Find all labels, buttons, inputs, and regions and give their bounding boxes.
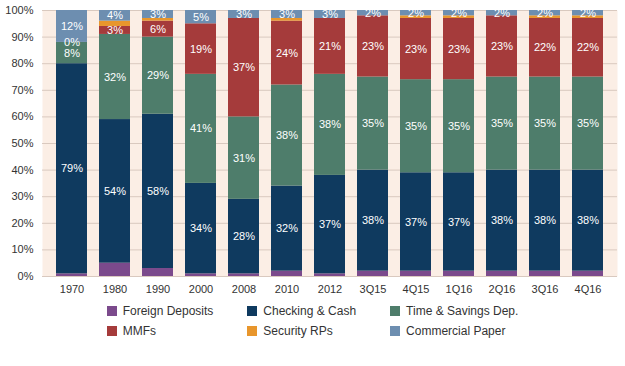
svg-text:8%: 8%: [64, 47, 80, 59]
svg-text:23%: 23%: [362, 40, 384, 52]
svg-text:4Q16: 4Q16: [575, 283, 602, 295]
svg-text:23%: 23%: [491, 40, 513, 52]
svg-text:2Q16: 2Q16: [489, 283, 516, 295]
svg-text:35%: 35%: [448, 120, 470, 132]
svg-text:38%: 38%: [534, 214, 556, 226]
svg-text:37%: 37%: [233, 61, 255, 73]
svg-text:79%: 79%: [61, 162, 83, 174]
svg-text:41%: 41%: [190, 122, 212, 134]
svg-text:54%: 54%: [104, 185, 126, 197]
html-text:Security RPs: Security RPs: [263, 324, 333, 338]
svg-text:31%: 31%: [233, 152, 255, 164]
svg-text:35%: 35%: [577, 117, 599, 129]
svg-text:38%: 38%: [491, 214, 513, 226]
svg-text:10%: 10%: [11, 243, 33, 255]
svg-text:32%: 32%: [104, 71, 126, 83]
html-text:Checking & Cash: Checking & Cash: [263, 304, 357, 318]
svg-text:2%: 2%: [580, 7, 596, 19]
svg-text:2010: 2010: [275, 283, 299, 295]
svg-text:38%: 38%: [362, 214, 384, 226]
html-text:Time & Savings Dep.: Time & Savings Dep.: [406, 304, 519, 318]
svg-text:35%: 35%: [534, 117, 556, 129]
svg-text:1Q16: 1Q16: [446, 283, 473, 295]
svg-text:4Q15: 4Q15: [403, 283, 430, 295]
svg-text:21%: 21%: [319, 40, 341, 52]
svg-text:1980: 1980: [103, 283, 127, 295]
svg-text:3%: 3%: [107, 24, 123, 36]
html-text:MMFs: MMFs: [122, 324, 156, 338]
svg-text:0%: 0%: [64, 36, 80, 48]
svg-text:0%: 0%: [18, 270, 34, 282]
svg-text:5%: 5%: [193, 11, 209, 23]
svg-text:2%: 2%: [451, 7, 467, 19]
svg-text:1970: 1970: [60, 283, 84, 295]
svg-text:23%: 23%: [405, 43, 427, 55]
svg-text:2000: 2000: [189, 283, 213, 295]
svg-text:37%: 37%: [448, 215, 470, 227]
svg-text:35%: 35%: [405, 120, 427, 132]
svg-text:60%: 60%: [11, 110, 33, 122]
svg-text:50%: 50%: [11, 137, 33, 149]
svg-text:3%: 3%: [236, 8, 252, 20]
svg-text:3%: 3%: [279, 8, 295, 20]
svg-text:19%: 19%: [190, 43, 212, 55]
svg-text:2008: 2008: [232, 283, 256, 295]
html-text:Commercial Paper: Commercial Paper: [406, 324, 506, 338]
svg-text:2012: 2012: [318, 283, 342, 295]
svg-text:23%: 23%: [448, 43, 470, 55]
svg-text:22%: 22%: [534, 41, 556, 53]
svg-text:38%: 38%: [577, 214, 599, 226]
svg-text:35%: 35%: [362, 117, 384, 129]
svg-text:34%: 34%: [190, 222, 212, 234]
svg-text:40%: 40%: [11, 164, 33, 176]
svg-text:32%: 32%: [276, 222, 298, 234]
svg-text:6%: 6%: [150, 23, 166, 35]
svg-text:30%: 30%: [11, 190, 33, 202]
svg-text:1990: 1990: [146, 283, 170, 295]
svg-text:3%: 3%: [322, 8, 338, 20]
svg-text:12%: 12%: [61, 20, 83, 32]
svg-text:37%: 37%: [405, 215, 427, 227]
svg-text:3Q15: 3Q15: [360, 283, 387, 295]
svg-text:28%: 28%: [233, 230, 255, 242]
svg-text:70%: 70%: [11, 84, 33, 96]
svg-text:38%: 38%: [276, 129, 298, 141]
svg-text:37%: 37%: [319, 218, 341, 230]
svg-text:29%: 29%: [147, 69, 169, 81]
svg-text:90%: 90%: [11, 31, 33, 43]
svg-text:24%: 24%: [276, 47, 298, 59]
svg-text:58%: 58%: [147, 185, 169, 197]
svg-text:2%: 2%: [537, 7, 553, 19]
svg-text:80%: 80%: [11, 57, 33, 69]
svg-text:100%: 100%: [5, 4, 33, 16]
svg-text:3%: 3%: [150, 8, 166, 20]
html-text:Foreign Deposits: Foreign Deposits: [122, 304, 214, 318]
svg-text:2%: 2%: [408, 7, 424, 19]
svg-text:4%: 4%: [107, 9, 123, 21]
svg-text:22%: 22%: [577, 41, 599, 53]
svg-text:3Q16: 3Q16: [532, 283, 559, 295]
svg-text:38%: 38%: [319, 118, 341, 130]
svg-text:2%: 2%: [494, 7, 510, 19]
svg-text:20%: 20%: [11, 217, 33, 229]
svg-text:35%: 35%: [491, 117, 513, 129]
svg-text:2%: 2%: [365, 7, 381, 19]
